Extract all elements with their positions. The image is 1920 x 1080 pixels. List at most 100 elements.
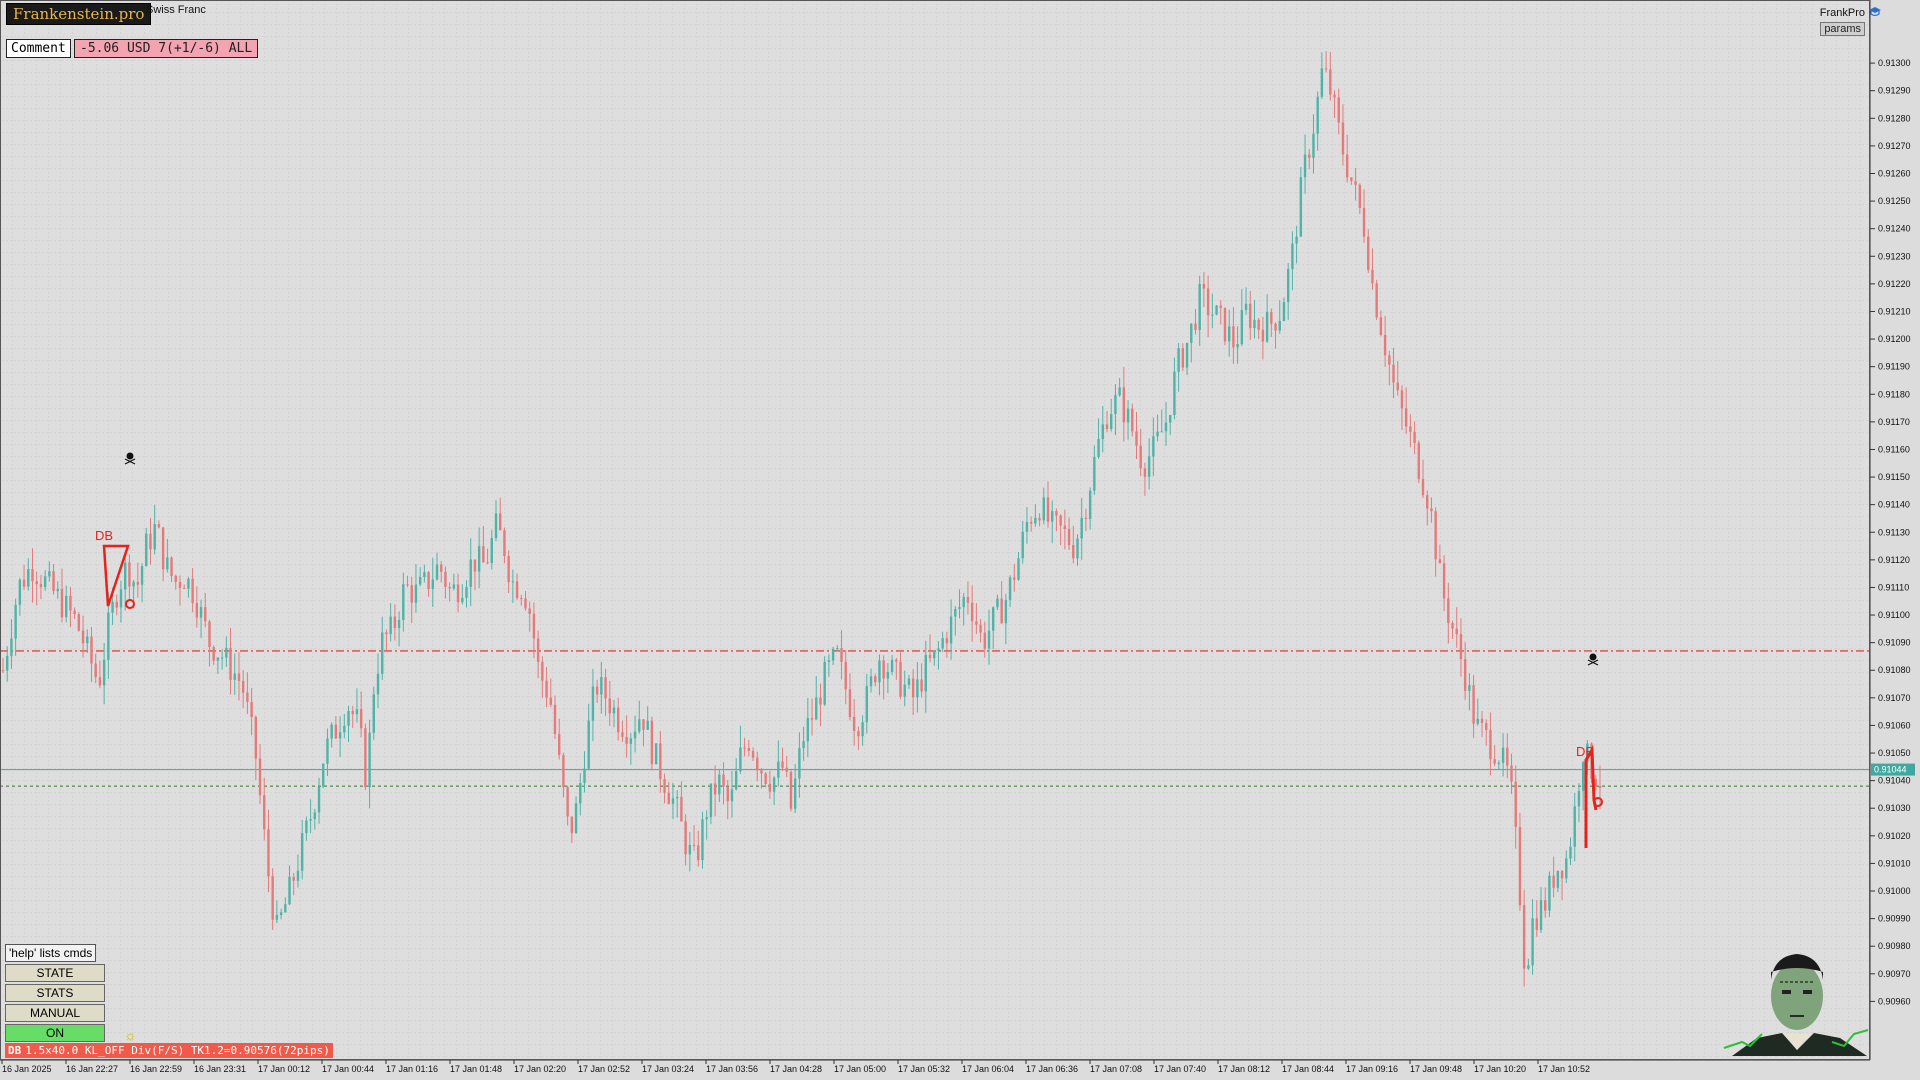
graduation-cap-icon bbox=[1868, 6, 1882, 18]
price-label: 0.91000 bbox=[1878, 886, 1911, 896]
candle-body bbox=[300, 833, 304, 871]
candle-body bbox=[739, 747, 742, 772]
candle-body bbox=[1417, 442, 1421, 480]
time-label: 17 Jan 10:20 bbox=[1474, 1064, 1526, 1074]
time-label: 17 Jan 06:04 bbox=[962, 1064, 1014, 1074]
candle-body bbox=[785, 767, 788, 772]
time-label: 17 Jan 00:12 bbox=[258, 1064, 310, 1074]
candle-body bbox=[789, 771, 793, 809]
candle-body bbox=[503, 530, 506, 557]
candle-body bbox=[1152, 436, 1155, 457]
candle-body bbox=[903, 684, 906, 697]
candle-body bbox=[187, 578, 190, 589]
candle-body bbox=[1480, 718, 1484, 724]
candle-body bbox=[1539, 900, 1543, 930]
candle-body bbox=[751, 750, 755, 758]
candle-body bbox=[1067, 529, 1071, 546]
candle-body bbox=[734, 771, 738, 790]
candle-body bbox=[292, 876, 295, 881]
price-label: 0.90960 bbox=[1878, 996, 1911, 1006]
candle-body bbox=[435, 564, 439, 580]
candle-body bbox=[1169, 415, 1172, 423]
candle-body bbox=[798, 748, 801, 779]
signal-marker-icon bbox=[125, 599, 135, 609]
sun-icon: ☼ bbox=[124, 1027, 137, 1043]
candle-body bbox=[844, 661, 847, 690]
candle-body bbox=[1501, 747, 1505, 763]
candle-body bbox=[570, 816, 574, 834]
candle-body bbox=[1379, 317, 1383, 335]
candles bbox=[1, 51, 1602, 987]
price-label: 0.91140 bbox=[1878, 500, 1910, 510]
candle-body bbox=[1093, 456, 1096, 491]
candle-body bbox=[440, 564, 443, 572]
symbol-title: Swiss Franc bbox=[146, 4, 206, 16]
candle-body bbox=[852, 717, 856, 731]
candle-body bbox=[1101, 424, 1104, 440]
candle-body bbox=[111, 601, 114, 613]
candle-body bbox=[802, 741, 805, 749]
candle-body bbox=[1375, 283, 1378, 318]
candle-body bbox=[667, 792, 670, 804]
candle-body bbox=[553, 704, 557, 735]
candle-body bbox=[1434, 511, 1437, 560]
candle-body bbox=[1438, 559, 1442, 564]
candle-body bbox=[1354, 181, 1357, 185]
candle-body bbox=[1249, 303, 1252, 329]
time-label: 17 Jan 06:36 bbox=[1026, 1064, 1078, 1074]
candle-body bbox=[1510, 765, 1513, 782]
candle-body bbox=[317, 786, 321, 813]
candle-body bbox=[1299, 177, 1303, 237]
candle-body bbox=[178, 581, 182, 589]
candle-body bbox=[1278, 320, 1281, 331]
candle-body bbox=[212, 647, 215, 661]
time-label: 17 Jan 03:24 bbox=[642, 1064, 694, 1074]
price-label: 0.91260 bbox=[1878, 168, 1911, 178]
candle-body bbox=[823, 662, 826, 705]
candle-body bbox=[246, 692, 249, 702]
candle-body bbox=[1383, 334, 1387, 356]
candle-body bbox=[60, 588, 64, 618]
state-button[interactable]: STATE bbox=[5, 964, 105, 982]
candle-body bbox=[1476, 718, 1480, 724]
candle-body bbox=[869, 676, 873, 687]
candle-body bbox=[1341, 122, 1345, 155]
candle-body bbox=[524, 598, 527, 609]
price-label: 0.91100 bbox=[1878, 610, 1910, 620]
time-label: 17 Jan 02:52 bbox=[578, 1064, 630, 1074]
db-pattern-triangle[interactable] bbox=[102, 544, 130, 607]
stats-button[interactable]: STATS bbox=[5, 984, 105, 1002]
status-text: 1.5x40.0 KL_OFF Div(F/S) TK1.2=0.90576(7… bbox=[25, 1044, 330, 1057]
candle-body bbox=[397, 619, 401, 629]
candle-body bbox=[1362, 207, 1366, 237]
candle-body bbox=[389, 616, 392, 635]
candle-body bbox=[195, 603, 199, 618]
candle-body bbox=[549, 697, 552, 705]
candle-body bbox=[954, 609, 957, 617]
candle-body bbox=[465, 586, 468, 598]
candle-body bbox=[385, 632, 388, 635]
candle-body bbox=[979, 624, 982, 633]
trade-exit-icon[interactable] bbox=[124, 452, 136, 465]
candle-body bbox=[1236, 344, 1239, 348]
on-toggle-button[interactable]: ON bbox=[5, 1024, 105, 1042]
candle-body bbox=[566, 787, 569, 817]
params-button[interactable]: params bbox=[1820, 22, 1865, 36]
candle-body bbox=[806, 717, 810, 742]
trade-exit-icon[interactable] bbox=[1587, 653, 1599, 666]
candle-body bbox=[1261, 329, 1265, 342]
candle-body bbox=[1076, 538, 1079, 559]
candle-body bbox=[1577, 790, 1581, 807]
candle-body bbox=[81, 630, 85, 644]
manual-button[interactable]: MANUAL bbox=[5, 1004, 105, 1022]
candle-body bbox=[1173, 371, 1176, 416]
candle-body bbox=[600, 677, 603, 695]
candle-body bbox=[528, 608, 531, 614]
candle-body bbox=[322, 763, 325, 787]
candle-body bbox=[1046, 497, 1050, 522]
candle-body bbox=[890, 659, 894, 672]
candle-body bbox=[1164, 422, 1168, 432]
time-label: 17 Jan 07:40 bbox=[1154, 1064, 1206, 1074]
